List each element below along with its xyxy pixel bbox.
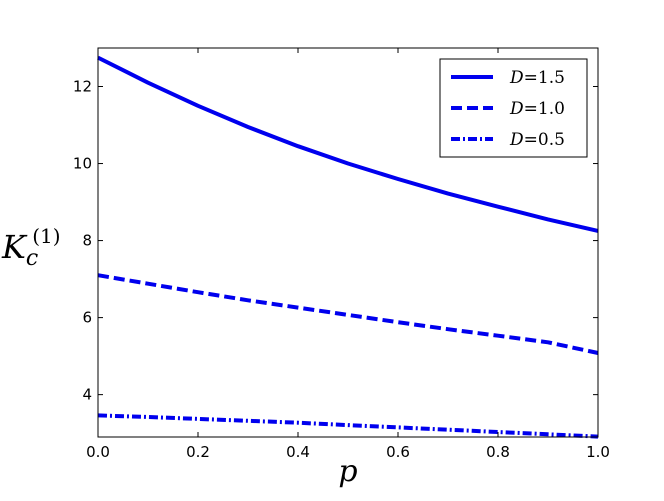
legend-val: 0.5: [538, 130, 565, 150]
legend-label-1: D=1.0: [509, 99, 565, 119]
y-tick-label: 12: [73, 78, 92, 96]
legend: D=1.5D=1.0D=0.5: [439, 58, 588, 158]
x-tick-label: 1.0: [586, 443, 610, 461]
y-axis-label-main: K: [1, 228, 28, 266]
legend-eq: =: [524, 68, 538, 88]
x-tick-label: 0.6: [386, 443, 410, 461]
legend-var: D: [509, 130, 524, 150]
y-tick-label: 8: [82, 232, 92, 250]
legend-var: D: [509, 68, 524, 88]
y-axis-label-sup: (1): [32, 224, 60, 248]
x-tick-label: 0.2: [186, 443, 210, 461]
legend-var: D: [509, 99, 524, 119]
legend-val: 1.5: [538, 68, 565, 88]
y-tick-label: 4: [82, 386, 92, 404]
legend-val: 1.0: [538, 99, 565, 119]
series-line-2: [97, 413, 599, 439]
x-tick-label: 0.0: [86, 443, 110, 461]
series-layer: [97, 55, 599, 439]
x-axis-label: p: [338, 454, 357, 489]
x-tick-label: 0.4: [286, 443, 310, 461]
series-line-0: [97, 55, 599, 233]
legend-eq: =: [524, 99, 538, 119]
y-tick-label: 6: [82, 309, 92, 327]
y-tick-label: 10: [73, 155, 92, 173]
legend-eq: =: [524, 130, 538, 150]
x-tick-label: 0.8: [486, 443, 510, 461]
ticks-layer: 0.0 0.2 0.4 0.6 0.8 1.0 4 6 8 10 12: [73, 48, 610, 461]
series-line-1: [97, 273, 599, 355]
y-axis-label: Kc(1): [1, 224, 61, 271]
plot-frame: [97, 47, 599, 438]
legend-label-2: D=0.5: [509, 130, 565, 150]
legend-label-0: D=1.5: [509, 68, 565, 88]
y-axis-label-sub: c: [26, 246, 38, 271]
